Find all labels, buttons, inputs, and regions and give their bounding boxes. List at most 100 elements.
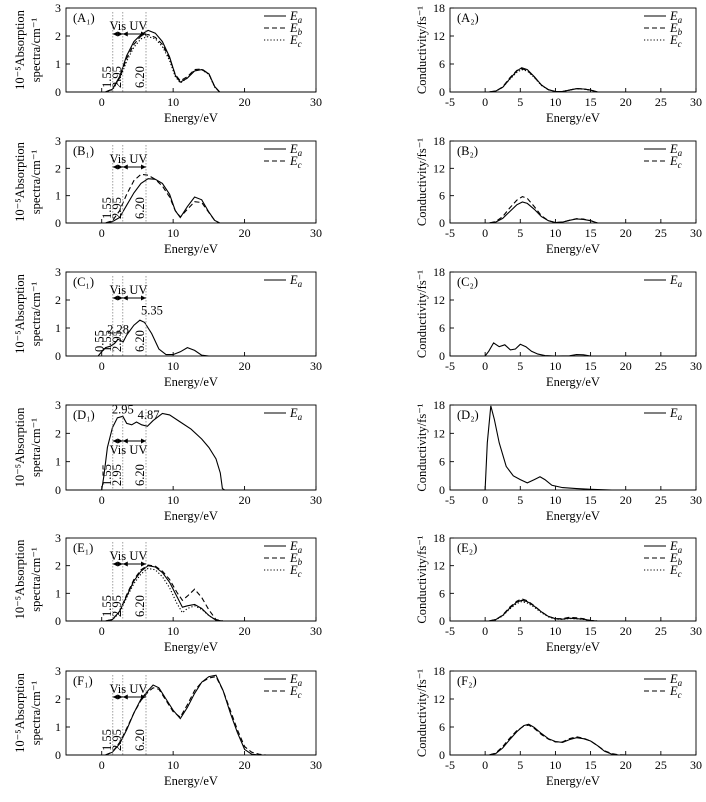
y-tick-label: 18 <box>433 1 445 15</box>
uv-range-label: UV <box>129 443 147 457</box>
plot-frame <box>65 670 317 756</box>
panel-F1: 0 10 20 30 0 1 2 3 Energy/eV 10⁻⁵Absorption spectr… <box>13 664 322 788</box>
y-tick-label: 3 <box>55 265 61 279</box>
x-tick-label: -5 <box>445 758 455 772</box>
y-tick-label: 1 <box>55 455 61 469</box>
x-tick-label: -5 <box>445 226 455 240</box>
legend-label: Ec <box>289 684 302 700</box>
x-axis-label: Energy/eV <box>546 242 600 256</box>
legend-label: Ea <box>289 672 303 688</box>
energy-annotation: 1.55 <box>100 66 114 88</box>
vis-range-label: Vis <box>109 283 126 297</box>
panel-label: (B₂) <box>457 144 478 158</box>
energy-annotation-text: 2.95 <box>110 729 124 751</box>
energy-annotation-text: 2.95 <box>110 464 124 486</box>
y-tick-label: 2 <box>55 559 61 573</box>
x-tick-label: 20 <box>239 758 251 772</box>
series-line-b <box>450 68 696 93</box>
y-tick-label: 2 <box>55 426 61 440</box>
energy-annotation: 6.20 <box>133 66 147 88</box>
legend-label: Ea <box>289 273 303 289</box>
x-axis-label: Energy/eV <box>546 509 600 523</box>
x-tick-label: 20 <box>239 624 251 638</box>
panel-D2: -5 0 5 10 15 20 25 30061218Energy/eVConductivit… <box>415 398 702 523</box>
x-tick-label: 10 <box>549 359 561 373</box>
peak-label: 2.95 <box>112 402 134 416</box>
plot-frame <box>449 140 697 224</box>
series-line-a <box>450 67 696 93</box>
energy-annotation-text: 2.95 <box>110 330 124 352</box>
x-tick-label: 30 <box>310 226 322 240</box>
energy-annotation-text: 0.55 <box>93 330 107 352</box>
energy-annotation-text: 6.20 <box>133 66 147 88</box>
y-tick-label: 0 <box>55 349 61 363</box>
panel-label: (B₁) <box>73 144 94 158</box>
x-tick-label: 25 <box>655 359 667 373</box>
legend-label: Eb <box>669 21 683 37</box>
legend-label: Ea <box>669 406 683 422</box>
energy-annotation-text: 6.20 <box>133 729 147 751</box>
legend-label: Ec <box>669 33 682 49</box>
panel-label: (E₂) <box>457 541 477 555</box>
arrow-head <box>117 694 123 700</box>
energy-annotation-text: 1.55 <box>100 330 114 352</box>
x-tick-label: 20 <box>239 95 251 109</box>
panel-label: (F₂) <box>457 674 477 688</box>
panel-label: (A₂) <box>457 11 479 25</box>
arrow-head <box>122 164 128 170</box>
legend-label: Eb <box>289 551 303 567</box>
y-tick-label: 6 <box>439 720 445 734</box>
vis-range-label: Vis <box>109 443 126 457</box>
y-axis-label-line2: spectra/cm⁻¹ <box>29 18 43 83</box>
y-axis-label-line1: Conductivity/fs⁻¹ <box>415 6 429 94</box>
legend-label: Ea <box>669 672 683 688</box>
y-tick-label: 6 <box>439 586 445 600</box>
energy-annotation-text: 6.20 <box>133 464 147 486</box>
y-axis-label: 10⁻⁵Absorption spectra/cm⁻¹ <box>13 273 43 353</box>
x-tick-label: 30 <box>310 359 322 373</box>
x-tick-label: 10 <box>167 493 179 507</box>
x-tick-label: -5 <box>445 359 455 373</box>
arrow-head <box>112 164 118 170</box>
y-axis-label: 10⁻⁵Absorption spectra/cm⁻¹ <box>13 9 43 89</box>
series-line-c <box>66 36 316 93</box>
y-tick-label: 0 <box>439 349 445 363</box>
energy-annotation-text: 6.20 <box>133 330 147 352</box>
series-line-a <box>66 674 316 756</box>
arrow-head <box>112 694 118 700</box>
energy-annotation-text: 2.95 <box>110 595 124 617</box>
y-axis-label: Conductivity/fs⁻¹ <box>415 403 429 491</box>
x-tick-label: 0 <box>482 624 488 638</box>
y-axis-label: 10⁻⁵Absorption spectra/cm⁻¹ <box>13 141 43 221</box>
legend-label: Ea <box>289 9 303 25</box>
y-tick-label: 2 <box>55 29 61 43</box>
y-axis-label-line2: spectra/cm⁻¹ <box>29 282 43 347</box>
y-tick-label: 18 <box>433 134 445 148</box>
energy-annotation: 0.55 <box>93 330 107 352</box>
energy-annotation: 6.20 <box>133 464 147 486</box>
x-axis-label: Energy/eV <box>164 640 218 654</box>
series-line-b <box>66 34 316 93</box>
arrow-head <box>117 561 123 567</box>
legend-label: Ea <box>289 406 303 422</box>
x-tick-label: 10 <box>167 359 179 373</box>
x-tick-label: 20 <box>620 95 632 109</box>
uv-range-label: UV <box>129 19 147 33</box>
arrow-head <box>141 694 146 700</box>
y-tick-label: 1 <box>55 586 61 600</box>
x-tick-label: 0 <box>99 493 105 507</box>
peak-label: 4.87 <box>138 408 160 422</box>
panel-label: (C₁) <box>73 275 94 289</box>
series-line-c <box>66 567 316 622</box>
x-tick-label: -5 <box>445 95 455 109</box>
arrow-head <box>112 438 118 444</box>
arrow-head <box>141 164 146 170</box>
x-tick-label: 0 <box>482 359 488 373</box>
x-tick-label: 30 <box>310 624 322 638</box>
series-line-c <box>450 601 696 622</box>
vis-range-label: Vis <box>109 549 126 563</box>
y-tick-label: 0 <box>55 216 61 230</box>
arrow-head <box>112 561 118 567</box>
legend-label: Ea <box>669 142 683 158</box>
legend-label: Ec <box>669 154 682 170</box>
